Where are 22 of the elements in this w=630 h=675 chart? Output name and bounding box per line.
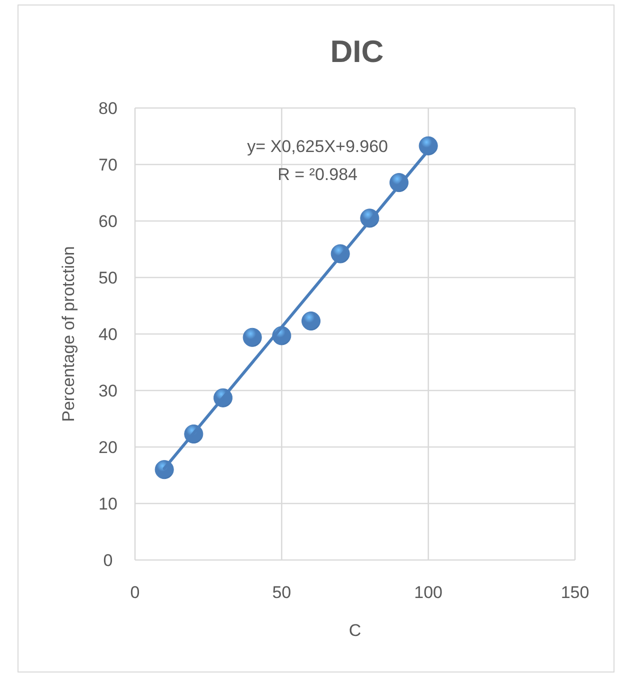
point — [154, 460, 174, 480]
y-tick-label: 70 — [98, 155, 118, 174]
y-axis-title: Percentage of protction — [58, 246, 78, 422]
y-tick-label: 0 — [103, 550, 113, 570]
x-tick-label: 0 — [130, 582, 140, 602]
annotation: R = ²0.984 — [278, 164, 358, 184]
annotation: y= X0,625X+9.960 — [247, 136, 388, 156]
x-tick-label: 150 — [560, 582, 590, 602]
y-tick-label: 10 — [98, 494, 118, 514]
y-tick-label: 20 — [98, 438, 118, 457]
x-tick-label: 50 — [272, 582, 292, 602]
y-tick-label: 60 — [98, 212, 118, 231]
y-tick-label: 80 — [98, 98, 118, 118]
chart-title: DIC — [330, 34, 384, 69]
x-tick-label: 100 — [414, 582, 443, 602]
y-tick-label: 40 — [98, 324, 118, 344]
y-tick-label: 30 — [98, 381, 118, 400]
point — [242, 328, 262, 347]
x-axis-title: C — [348, 620, 362, 640]
y-tick-label: 50 — [98, 268, 118, 288]
point — [301, 312, 321, 331]
point — [418, 136, 438, 156]
